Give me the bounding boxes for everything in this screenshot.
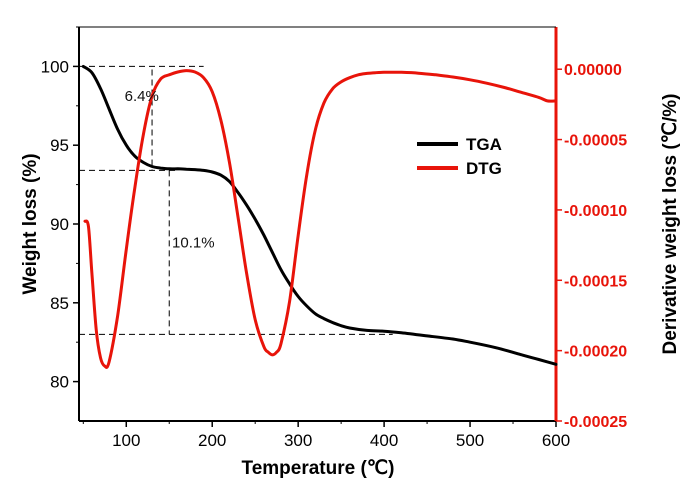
series-line-dtg [83, 69, 558, 369]
y-left-ticks: 80 85 90 95 100 [41, 26, 79, 392]
series-layer [81, 64, 558, 369]
x-axis-title: Temperature (℃) [242, 458, 395, 479]
series-line-tga [81, 64, 558, 366]
y-left-tick-label: 85 [50, 294, 69, 313]
y-right-tick-label: -0.00020 [564, 344, 627, 361]
x-tick-label: 400 [370, 431, 398, 450]
y-left-tick-label: 90 [50, 215, 69, 234]
y-left-tick-label: 95 [50, 136, 69, 155]
reference-lines [79, 65, 393, 335]
annotations: 6.4% 10.1% [125, 88, 215, 252]
y-right-ticks: 0.00000 -0.00005 -0.00010 -0.00015 -0.00020 -… [556, 62, 627, 431]
annotation-label: 10.1% [172, 235, 215, 252]
y-right-tick-label: -0.00005 [564, 133, 627, 150]
legend: TGA DTG [417, 135, 502, 178]
y-left-axis-title: Weight loss (%) [20, 153, 41, 294]
legend-label-tga: TGA [466, 135, 502, 154]
y-right-tick-label: 0.00000 [564, 62, 622, 79]
x-ticks: 100 200 300 400 500 600 [82, 421, 570, 450]
x-tick-label: 100 [112, 431, 140, 450]
y-left-tick-label: 100 [41, 57, 69, 76]
y-left-tick-label: 80 [50, 373, 69, 392]
annotation-label: 6.4% [125, 88, 159, 105]
x-tick-label: 500 [456, 431, 484, 450]
x-tick-label: 300 [284, 431, 312, 450]
x-tick-label: 200 [198, 431, 226, 450]
y-right-axis-title: Derivative weight loss (℃/%) [660, 93, 681, 354]
x-tick-label: 600 [542, 431, 570, 450]
y-right-tick-label: -0.00025 [564, 414, 627, 431]
y-right-tick-label: -0.00010 [564, 203, 627, 220]
plot-frame [78, 26, 558, 422]
y-right-tick-label: -0.00015 [564, 273, 627, 290]
legend-label-dtg: DTG [466, 159, 502, 178]
